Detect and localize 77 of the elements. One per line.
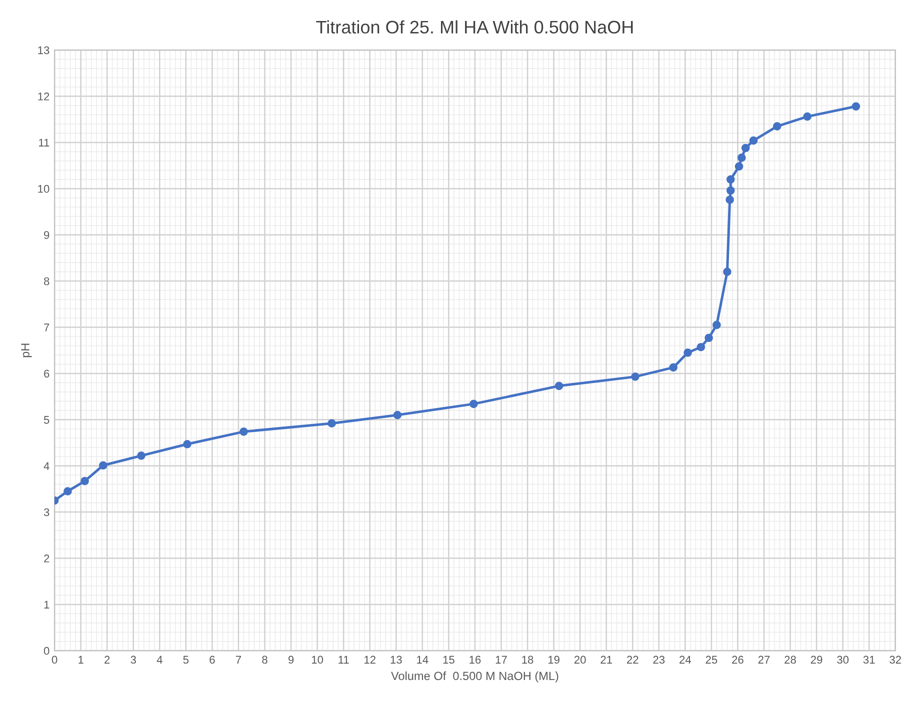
point [723,268,732,276]
point [704,334,713,342]
point [803,112,812,121]
y-axis-title: pH [21,344,32,358]
point [852,102,860,111]
point [669,363,678,372]
x-axis-title: Volume Of 0.500 M NaOH (ML) [391,671,558,682]
x-tick-label: 17 [496,656,507,664]
point [98,461,108,470]
point [328,419,336,428]
y-tick-label: 5 [44,416,50,424]
x-tick-label: 7 [236,656,242,664]
x-tick-label: 14 [417,656,428,664]
x-tick-label: 20 [574,656,586,664]
y-tick-label: 7 [44,324,50,332]
point [631,372,640,381]
y-tick-label: 9 [44,231,50,239]
y-tick-label: 10 [38,184,50,193]
x-tick-label: 29 [810,656,822,664]
point [684,348,692,357]
point [712,320,721,330]
chart-title: Titration Of 25. Ml HA With 0.500 NaOH [316,20,633,34]
x-tick-label: 21 [600,656,612,664]
x-tick-label: 15 [443,656,454,664]
point [772,122,782,130]
x-tick-label: 12 [364,656,376,664]
x-tick-label: 28 [784,656,796,664]
x-tick-label: 8 [262,656,268,664]
x-tick-label: 0 [52,656,58,664]
x-tick-label: 6 [210,656,215,664]
y-tick-label: 1 [44,600,50,608]
x-tick-label: 26 [732,656,744,664]
point [726,186,735,195]
point [554,382,564,390]
x-tick-label: 3 [130,656,136,664]
x-tick-label: 24 [680,656,692,664]
x-tick-label: 32 [890,656,901,664]
x-tick-label: 4 [156,656,162,664]
x-tick-label: 31 [863,656,875,664]
x-tick-label: 13 [390,656,402,664]
x-tick-label: 2 [104,656,110,664]
x-tick-label: 18 [522,656,534,664]
x-tick-label: 30 [837,656,849,664]
x-tick-label: 11 [338,656,349,664]
x-tick-label: 25 [706,656,718,664]
x-tick-label: 27 [758,656,770,664]
x-tick-label: 16 [470,656,481,664]
point [80,476,89,486]
point [726,175,735,184]
x-tick-label: 1 [78,656,84,664]
y-tick-label: 3 [44,508,50,516]
point [726,196,734,204]
x-tick-label: 9 [288,656,294,664]
point [183,440,192,448]
point [64,487,72,496]
y-tick-label: 6 [44,370,50,378]
x-tick-label: 22 [626,656,638,664]
point [696,342,706,352]
x-tick-label: 19 [548,656,560,664]
point [240,427,248,436]
point [737,154,746,162]
y-tick-label: 11 [38,138,50,146]
point [137,452,146,460]
point [393,410,402,420]
y-tick-label: 12 [38,92,50,100]
y-tick-label: 0 [44,646,50,655]
point [741,144,750,152]
x-tick-label: 10 [312,656,324,664]
y-tick-label: 13 [38,46,50,54]
y-tick-label: 2 [44,554,50,562]
x-tick-label: 5 [183,656,189,664]
x-tick-label: 23 [653,656,665,664]
point [469,400,478,408]
y-tick-label: 4 [44,462,50,470]
y-tick-label: 8 [44,277,50,286]
point [749,136,758,145]
point [734,162,744,171]
